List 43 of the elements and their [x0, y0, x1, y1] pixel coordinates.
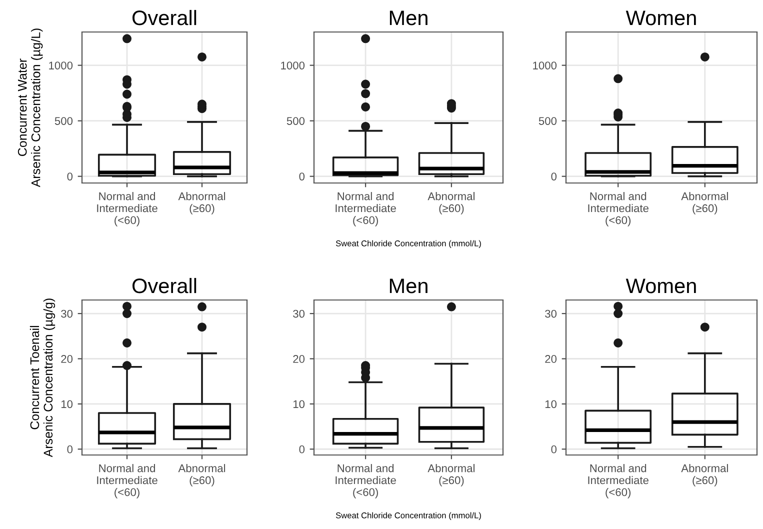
- y-tick-label: 30: [61, 310, 73, 318]
- y-tick-label: 1000: [533, 62, 557, 70]
- x-tick-label: Normal and Intermediate (<60): [336, 192, 396, 226]
- y-axis-title: Concurrent Toenail Arsenic Concentration (µg/g): [30, 298, 56, 458]
- chart-title: Men: [390, 10, 428, 26]
- x-tick-label: Abnormal (≥60): [428, 464, 474, 486]
- y-tick-label: 1000: [49, 62, 73, 70]
- chart-title: Overall: [132, 278, 196, 294]
- y-tick-label: 500: [538, 117, 557, 125]
- chart-title: Overall: [132, 10, 196, 26]
- y-tick-label: 30: [545, 310, 557, 318]
- x-tick-label: Abnormal (≥60): [178, 464, 226, 486]
- y-tick-label: 0: [299, 172, 305, 180]
- chart-title: Women: [626, 10, 696, 26]
- y-tick-label: 20: [545, 355, 557, 363]
- x-tick-label: Abnormal (≥60): [178, 192, 226, 214]
- y-tick-label: 0: [299, 445, 305, 454]
- y-tick-label: 0: [551, 445, 557, 454]
- x-tick-label: Normal and Intermediate (<60): [97, 464, 158, 498]
- y-tick-label: 10: [293, 400, 305, 408]
- x-tick-label: Normal and Intermediate (<60): [588, 464, 648, 498]
- x-tick-label: Normal and Intermediate (<60): [97, 192, 158, 226]
- x-tick-label: Normal and Intermediate (<60): [336, 464, 396, 498]
- x-tick-label: Abnormal (≥60): [681, 464, 728, 486]
- y-tick-label: 10: [61, 400, 73, 408]
- y-tick-label: 1000: [281, 62, 305, 70]
- y-tick-label: 0: [551, 172, 557, 180]
- chart-title: Men: [390, 278, 428, 294]
- y-tick-label: 0: [67, 445, 73, 454]
- x-tick-label: Abnormal (≥60): [681, 192, 728, 214]
- chart-title: Women: [626, 278, 696, 294]
- y-tick-label: 20: [61, 355, 73, 363]
- y-axis-title: Concurrent Water Arsenic Concentration (µg/L): [18, 28, 43, 188]
- y-tick-label: 500: [286, 117, 305, 125]
- y-tick-label: 10: [545, 400, 557, 408]
- y-tick-label: 0: [67, 172, 73, 180]
- x-axis-title: Sweat Chloride Concentration (mmol/L): [336, 512, 481, 520]
- y-tick-label: 30: [293, 310, 305, 318]
- x-tick-label: Normal and Intermediate (<60): [588, 192, 648, 226]
- x-tick-label: Abnormal (≥60): [428, 192, 474, 214]
- y-tick-label: 500: [54, 117, 73, 125]
- x-axis-title: Sweat Chloride Concentration (mmol/L): [336, 240, 481, 248]
- y-tick-label: 20: [293, 355, 305, 363]
